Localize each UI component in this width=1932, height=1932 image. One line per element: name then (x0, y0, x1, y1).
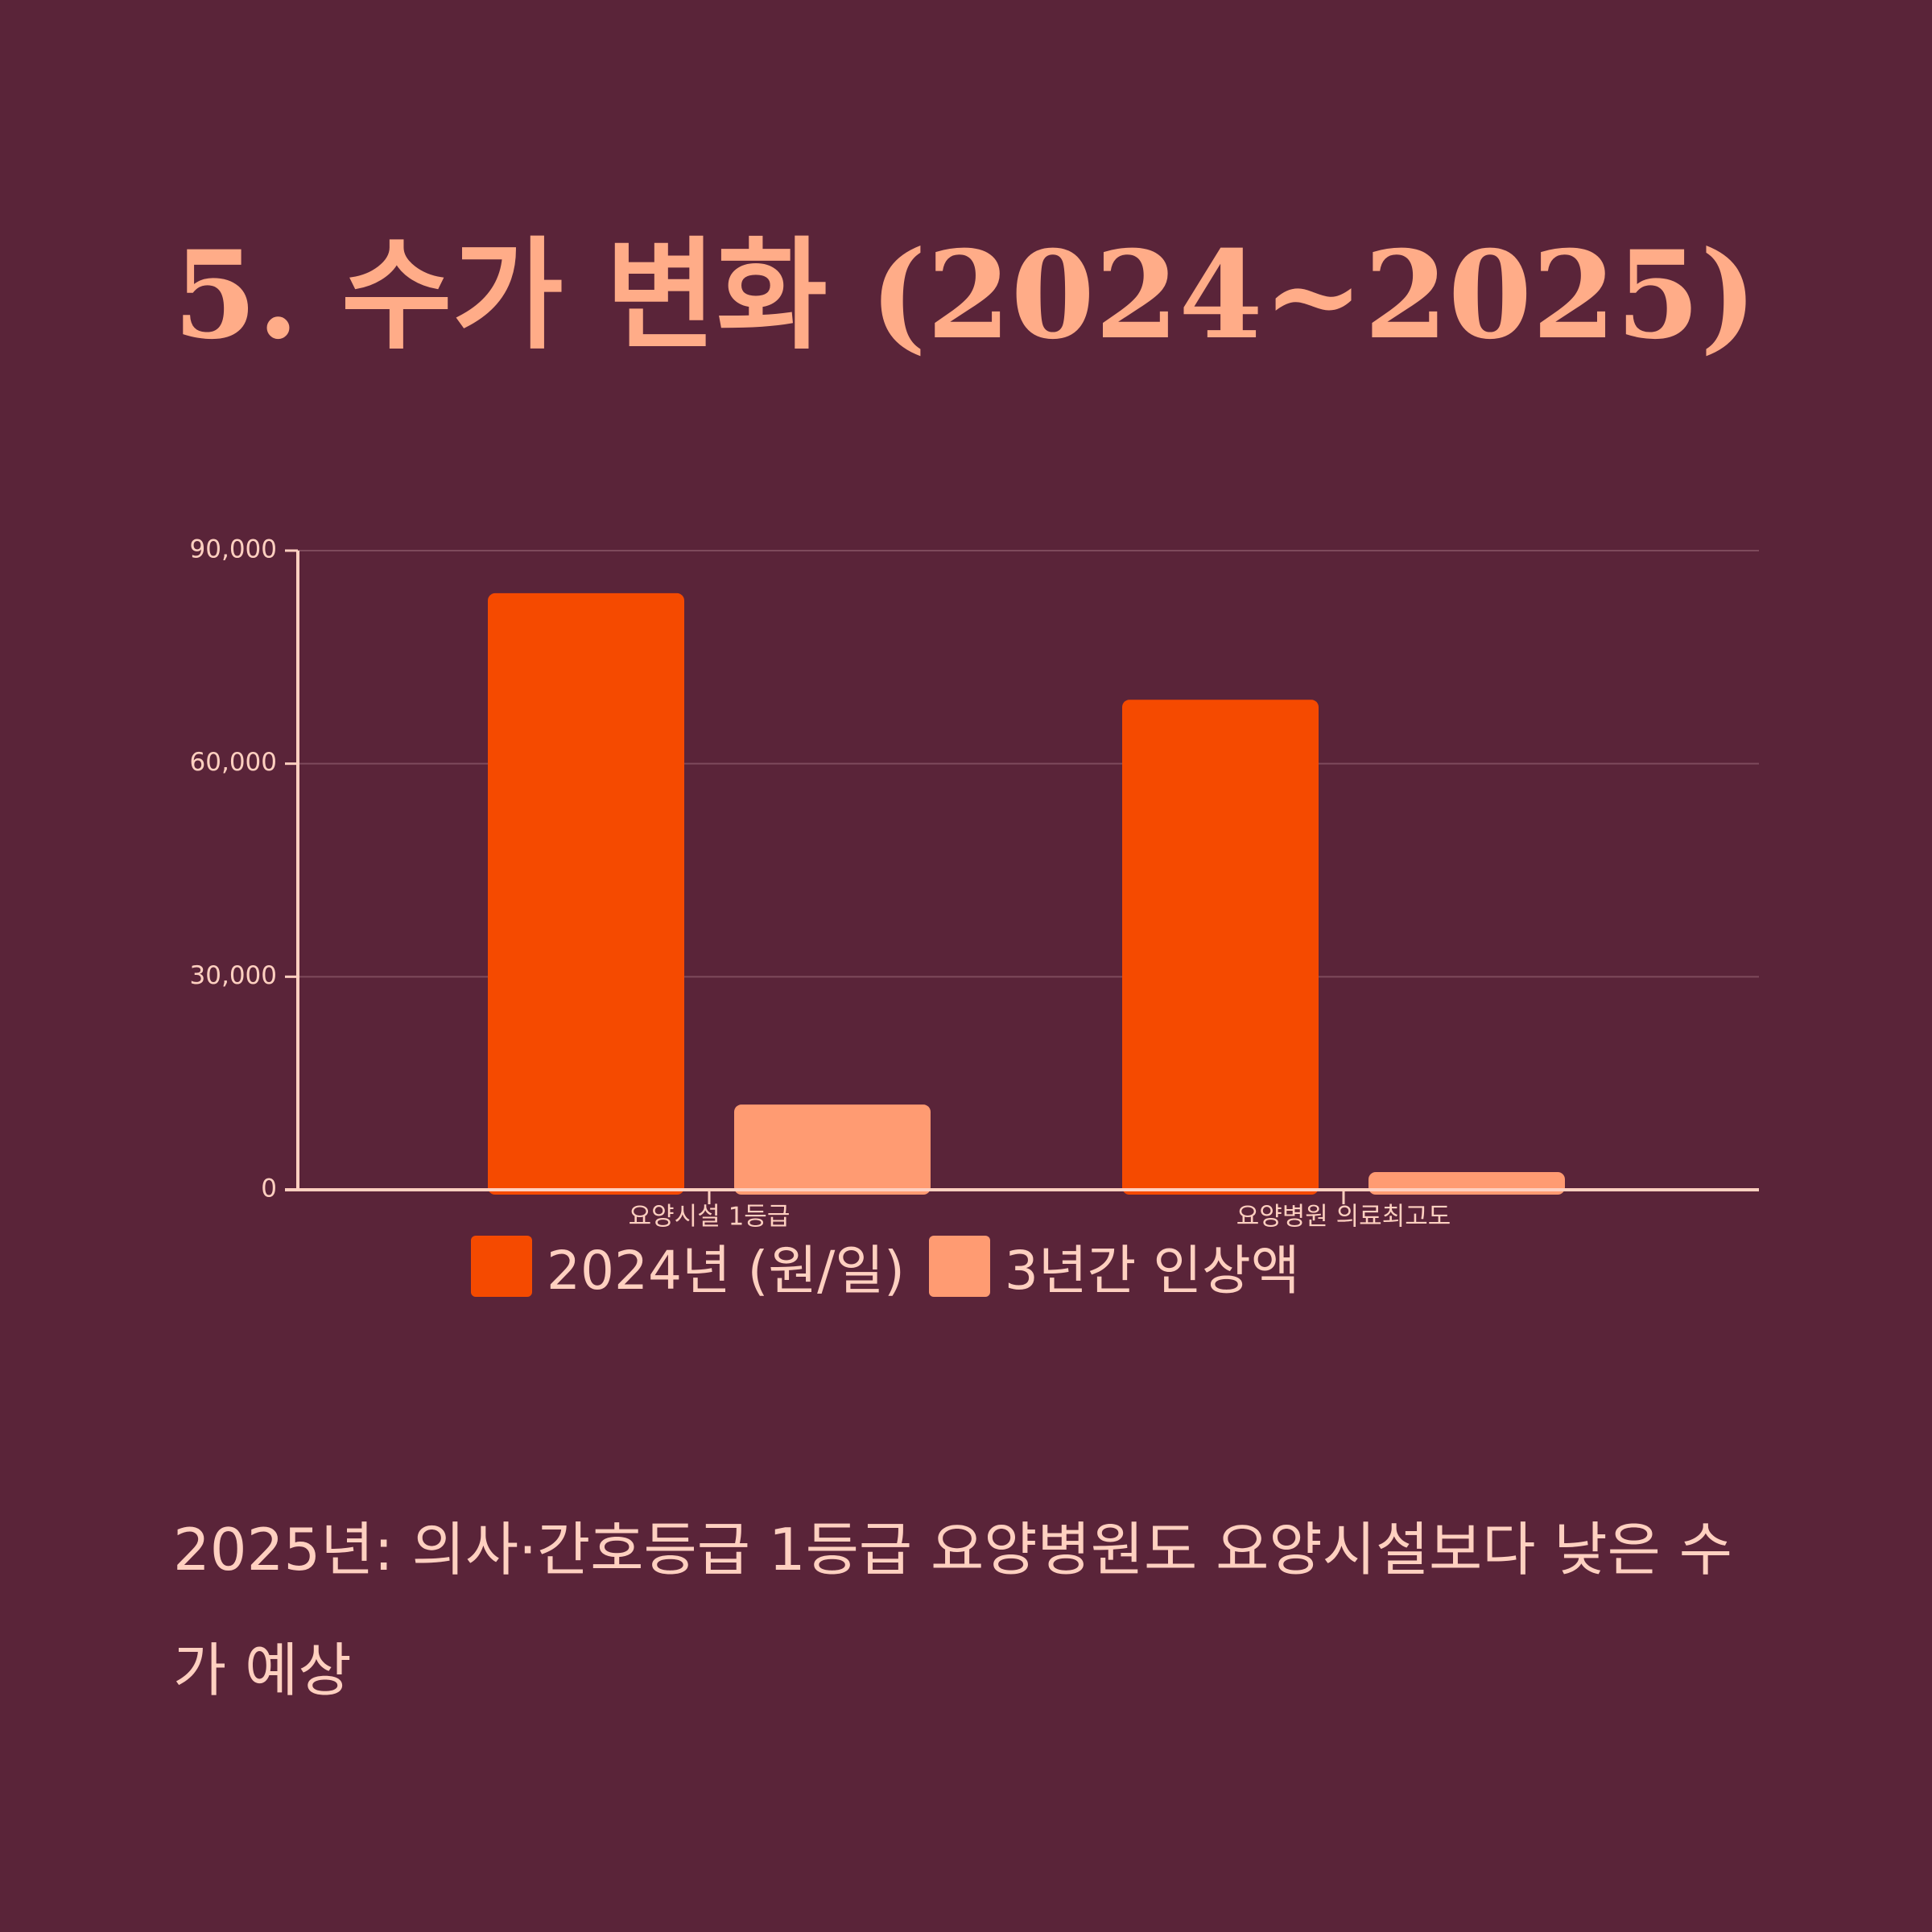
y-tick-label-1: 30,000 (190, 961, 277, 990)
x-tick-label-0: 요양시설 1등급 (629, 1203, 791, 1232)
x-tick-label-1: 요양병원 의료최고도 (1236, 1203, 1451, 1232)
bar-series1-cat0 (734, 1104, 931, 1195)
legend-swatch-2024 (471, 1236, 532, 1297)
legend-item-increase: 3년간 인상액 (928, 1228, 1300, 1305)
bar-series0-cat1 (1122, 700, 1319, 1195)
legend-item-2024: 2024년 (원/일) (471, 1228, 905, 1305)
chart-legend: 2024년 (원/일) 3년간 인상액 (471, 1228, 1299, 1305)
caption-text: 2025년: 의사·간호등급 1등급 요양병원도 요양시설보다 낮은 수가 예상 (173, 1516, 1733, 1704)
page-title: 5. 수가 변화 (2024~2025) (173, 225, 1757, 366)
y-tick-label-2: 60,000 (190, 748, 277, 777)
bar-series0-cat0 (488, 592, 684, 1195)
y-tick-label-3: 90,000 (190, 535, 277, 564)
bar-chart: 0 30,000 60,000 90,000 요양시설 1등급 요양병원 의료최고도 (190, 535, 1759, 1232)
y-tick-label-0: 0 (261, 1174, 277, 1203)
legend-label-increase: 3년간 인상액 (1004, 1240, 1300, 1302)
legend-label-2024: 2024년 (원/일) (547, 1240, 905, 1302)
legend-swatch-increase (928, 1236, 990, 1297)
